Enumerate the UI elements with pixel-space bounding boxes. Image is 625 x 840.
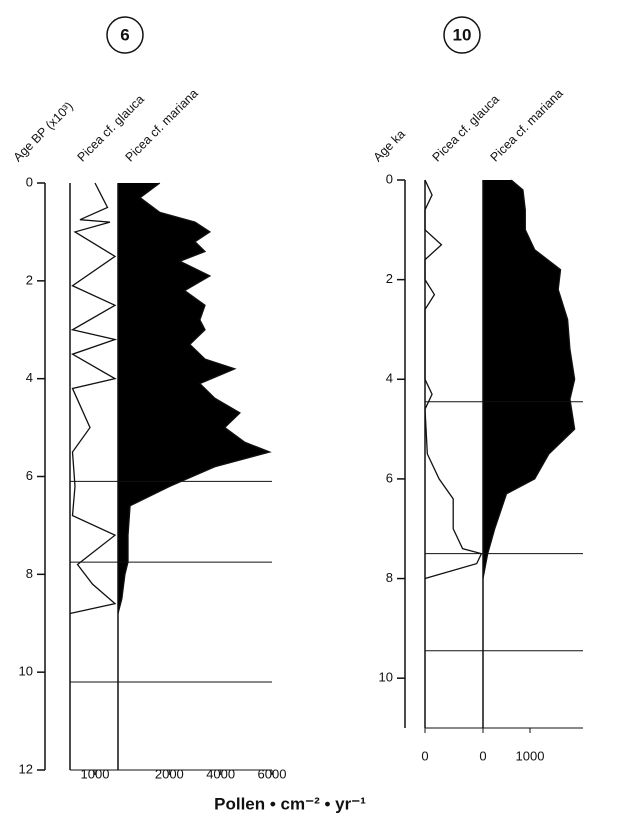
area-fill (118, 183, 270, 614)
y-tick-label: 4 (386, 371, 393, 386)
x-tick-label: 0 (421, 748, 428, 763)
title-circle (106, 16, 144, 54)
chart-title: 6 (120, 25, 129, 44)
curve (69, 182, 118, 615)
y-tick-label: 8 (26, 566, 33, 581)
curve (117, 182, 272, 614)
area-fill (70, 183, 115, 614)
series-name: Picea cf. mariana (488, 86, 566, 164)
y-tick-label: 0 (26, 174, 33, 189)
chart-title: 10 (453, 25, 472, 44)
y-tick-label: 8 (386, 570, 393, 585)
title-circle (443, 16, 481, 54)
y-tick-label: 2 (26, 272, 33, 287)
x-tick-label: 1000 (516, 748, 545, 763)
curve (424, 179, 483, 580)
x-tick-label: 0 (479, 748, 486, 763)
y-tick-label: 0 (386, 171, 393, 186)
y-axis-label: Age BP (x10³) (11, 99, 76, 164)
curve (482, 179, 576, 579)
x-tick-label: 1000 (81, 766, 110, 781)
x-tick-label: 4000 (206, 766, 235, 781)
y-tick-label: 6 (26, 468, 33, 483)
y-tick-label: 4 (26, 370, 33, 385)
y-tick-label: 2 (386, 271, 393, 286)
x-axis-label: Pollen • cm⁻² • yr⁻¹ (214, 794, 366, 813)
y-tick-label: 12 (19, 761, 33, 776)
y-tick-label: 10 (379, 670, 393, 685)
y-tick-label: 10 (19, 664, 33, 679)
y-axis-label: Age ka (371, 127, 408, 164)
area-fill (483, 180, 575, 579)
y-tick-label: 6 (386, 470, 393, 485)
x-tick-label: 6000 (258, 766, 287, 781)
x-tick-label: 2000 (155, 766, 184, 781)
